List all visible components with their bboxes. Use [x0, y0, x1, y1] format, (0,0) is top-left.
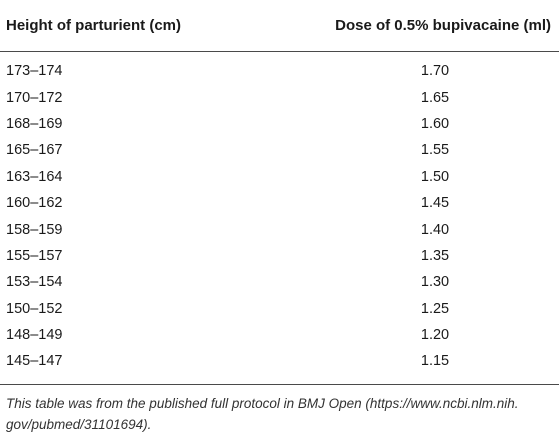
height-cell: 170–172	[6, 89, 63, 106]
dose-cell: 1.25	[420, 300, 450, 317]
table-row: 160–162 1.45	[0, 190, 559, 216]
height-cell: 148–149	[6, 327, 63, 344]
table-row: 153–154 1.30	[0, 269, 559, 295]
dose-cell: 1.15	[420, 353, 450, 370]
header-rule	[0, 51, 559, 52]
table-row: 150–152 1.25	[0, 296, 559, 322]
dose-cell: 1.20	[420, 327, 450, 344]
table-row: 155–157 1.35	[0, 243, 559, 269]
height-cell: 153–154	[6, 274, 63, 291]
dose-cell: 1.45	[420, 195, 450, 212]
table-row: 145–147 1.15	[0, 348, 559, 374]
table-footnote: This table was from the published full p…	[0, 385, 559, 435]
dose-cell: 1.70	[420, 63, 450, 80]
height-cell: 168–169	[6, 115, 63, 132]
table-row: 170–172 1.65	[0, 84, 559, 110]
table-row: 168–169 1.60	[0, 111, 559, 137]
height-cell: 163–164	[6, 168, 63, 185]
header-height: Height of parturient (cm)	[6, 17, 181, 34]
header-dose: Dose of 0.5% bupivacaine (ml)	[335, 17, 551, 34]
dose-cell: 1.60	[420, 115, 450, 132]
table-header: Height of parturient (cm) Dose of 0.5% b…	[0, 0, 559, 51]
dose-cell: 1.35	[420, 247, 450, 264]
table-row: 158–159 1.40	[0, 216, 559, 242]
height-cell: 165–167	[6, 142, 63, 159]
bottom-rule	[0, 383, 559, 385]
height-cell: 155–157	[6, 247, 63, 264]
table-row: 163–164 1.50	[0, 164, 559, 190]
height-cell: 145–147	[6, 353, 63, 370]
height-cell: 173–174	[6, 63, 63, 80]
table-body: 173–174 1.70 170–172 1.65 168–169 1.60 1…	[0, 52, 559, 375]
height-cell: 150–152	[6, 300, 63, 317]
table-row: 173–174 1.70	[0, 58, 559, 84]
height-cell: 160–162	[6, 195, 63, 212]
table-row: 165–167 1.55	[0, 137, 559, 163]
table-row: 148–149 1.20	[0, 322, 559, 348]
dose-cell: 1.65	[420, 89, 450, 106]
footnote-line-2: gov/pubmed/31101694).	[6, 416, 152, 432]
height-cell: 158–159	[6, 221, 63, 238]
dose-cell: 1.50	[420, 168, 450, 185]
dose-cell: 1.40	[420, 221, 450, 238]
footnote-line-1: This table was from the published full p…	[6, 395, 519, 411]
dose-cell: 1.30	[420, 274, 450, 291]
dose-cell: 1.55	[420, 142, 450, 159]
